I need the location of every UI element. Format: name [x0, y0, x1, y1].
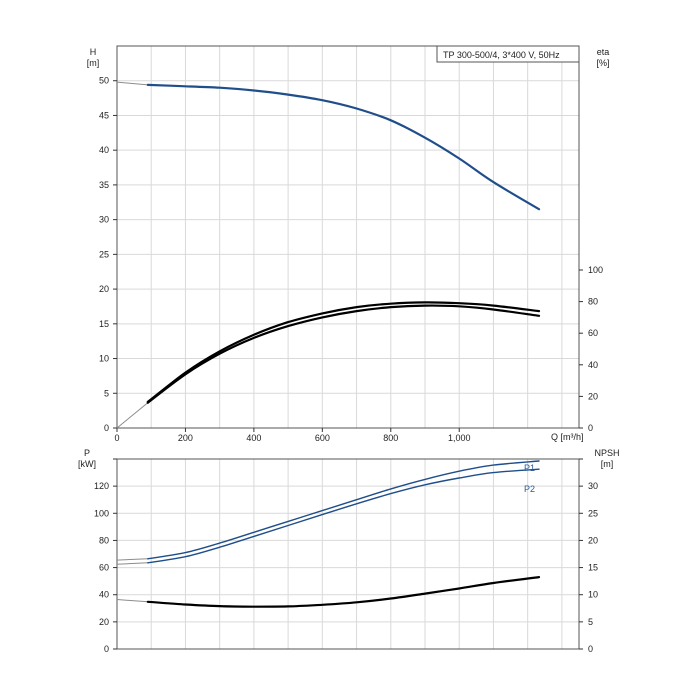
top-left-tick-label: 35: [99, 180, 109, 190]
bottom-chart-grid: [117, 459, 579, 650]
top-series-2-line: [146, 301, 541, 403]
top-right-tick-label: 40: [588, 360, 598, 370]
top-left-tick-label: 50: [99, 76, 109, 86]
chart-title-box: [436, 45, 580, 63]
top-left-tick-label: 10: [99, 354, 109, 364]
top-right-tick-label: 0: [588, 423, 593, 433]
bottom-series-2-line: [146, 576, 541, 608]
top-left-tick-label: 25: [99, 249, 109, 259]
top-left-tick-label: 0: [104, 423, 109, 433]
bottom-right-tick-label: 5: [588, 617, 593, 627]
top-series-1-line: [146, 304, 541, 404]
top-right-axis-unit: [%]: [596, 58, 609, 68]
bottom-right-tick-label: 0: [588, 644, 593, 654]
chart-title: TP 300-500/4, 3*400 V, 50Hz: [443, 50, 560, 60]
x-tick-label: 1,000: [448, 433, 471, 443]
top-chart-grid: [117, 45, 579, 429]
top-series-0-extension: [116, 81, 148, 86]
top-left-tick-label: 40: [99, 145, 109, 155]
top-left-tick-label: 15: [99, 319, 109, 329]
bottom-left-tick-label: 0: [104, 644, 109, 654]
x-tick-label: 0: [114, 433, 119, 443]
top-left-tick-label: 30: [99, 215, 109, 225]
bottom-left-tick-label: 40: [99, 590, 109, 600]
bottom-left-tick-label: 120: [94, 481, 109, 491]
bottom-right-axis-label: NPSH: [594, 448, 619, 458]
top-chart-ticks: 0 5 10 15 20 25 30 35 40 45 50 0 20 40 60 80 100 0 200 400 6…: [99, 76, 603, 443]
top-left-axis-unit: [m]: [87, 58, 100, 68]
top-right-axis-label: eta: [597, 47, 610, 57]
bottom-left-axis-label: P: [84, 448, 90, 458]
bottom-right-tick-label: 25: [588, 508, 598, 518]
top-left-tick-label: 20: [99, 284, 109, 294]
bottom-series-2-extension: [116, 599, 148, 603]
top-left-tick-label: 45: [99, 110, 109, 120]
top-right-tick-label: 80: [588, 297, 598, 307]
top-plot-frame: [116, 45, 580, 429]
x-axis-label: Q [m³/h]: [551, 432, 584, 442]
series-label-p2: P2: [524, 484, 535, 494]
x-tick-label: 400: [246, 433, 261, 443]
bottom-series-0-extension: [116, 558, 148, 561]
top-chart-series: [116, 81, 541, 429]
top-series-1-extension: [116, 402, 149, 429]
bottom-series-1-extension: [116, 562, 148, 565]
bottom-plot-frame: [116, 458, 580, 650]
bottom-left-tick-label: 20: [99, 617, 109, 627]
bottom-right-axis-unit: [m]: [601, 459, 614, 469]
x-tick-label: 800: [383, 433, 398, 443]
x-tick-label: 600: [315, 433, 330, 443]
bottom-right-tick-label: 20: [588, 535, 598, 545]
bottom-left-tick-label: 80: [99, 535, 109, 545]
bottom-left-tick-label: 100: [94, 508, 109, 518]
bottom-chart-ticks: 0 20 40 60 80 100 120 0 5 10 15 20 25 30: [94, 458, 598, 654]
bottom-right-tick-label: 15: [588, 563, 598, 573]
bottom-left-tick-label: 60: [99, 563, 109, 573]
bottom-series-1-line: [147, 468, 540, 564]
x-tick-label: 200: [178, 433, 193, 443]
bottom-left-axis-unit: [kW]: [78, 459, 96, 469]
top-left-tick-label: 5: [104, 388, 109, 398]
top-series-0-line: [146, 83, 541, 211]
top-right-tick-label: 20: [588, 391, 598, 401]
bottom-chart-series: [116, 460, 541, 608]
top-left-axis-label: H: [90, 47, 97, 57]
bottom-right-tick-label: 10: [588, 590, 598, 600]
bottom-right-tick-label: 30: [588, 481, 598, 491]
series-label-p1: P1: [524, 463, 535, 473]
top-right-tick-label: 100: [588, 265, 603, 275]
bottom-series-0-line: [147, 460, 540, 560]
top-right-tick-label: 60: [588, 328, 598, 338]
